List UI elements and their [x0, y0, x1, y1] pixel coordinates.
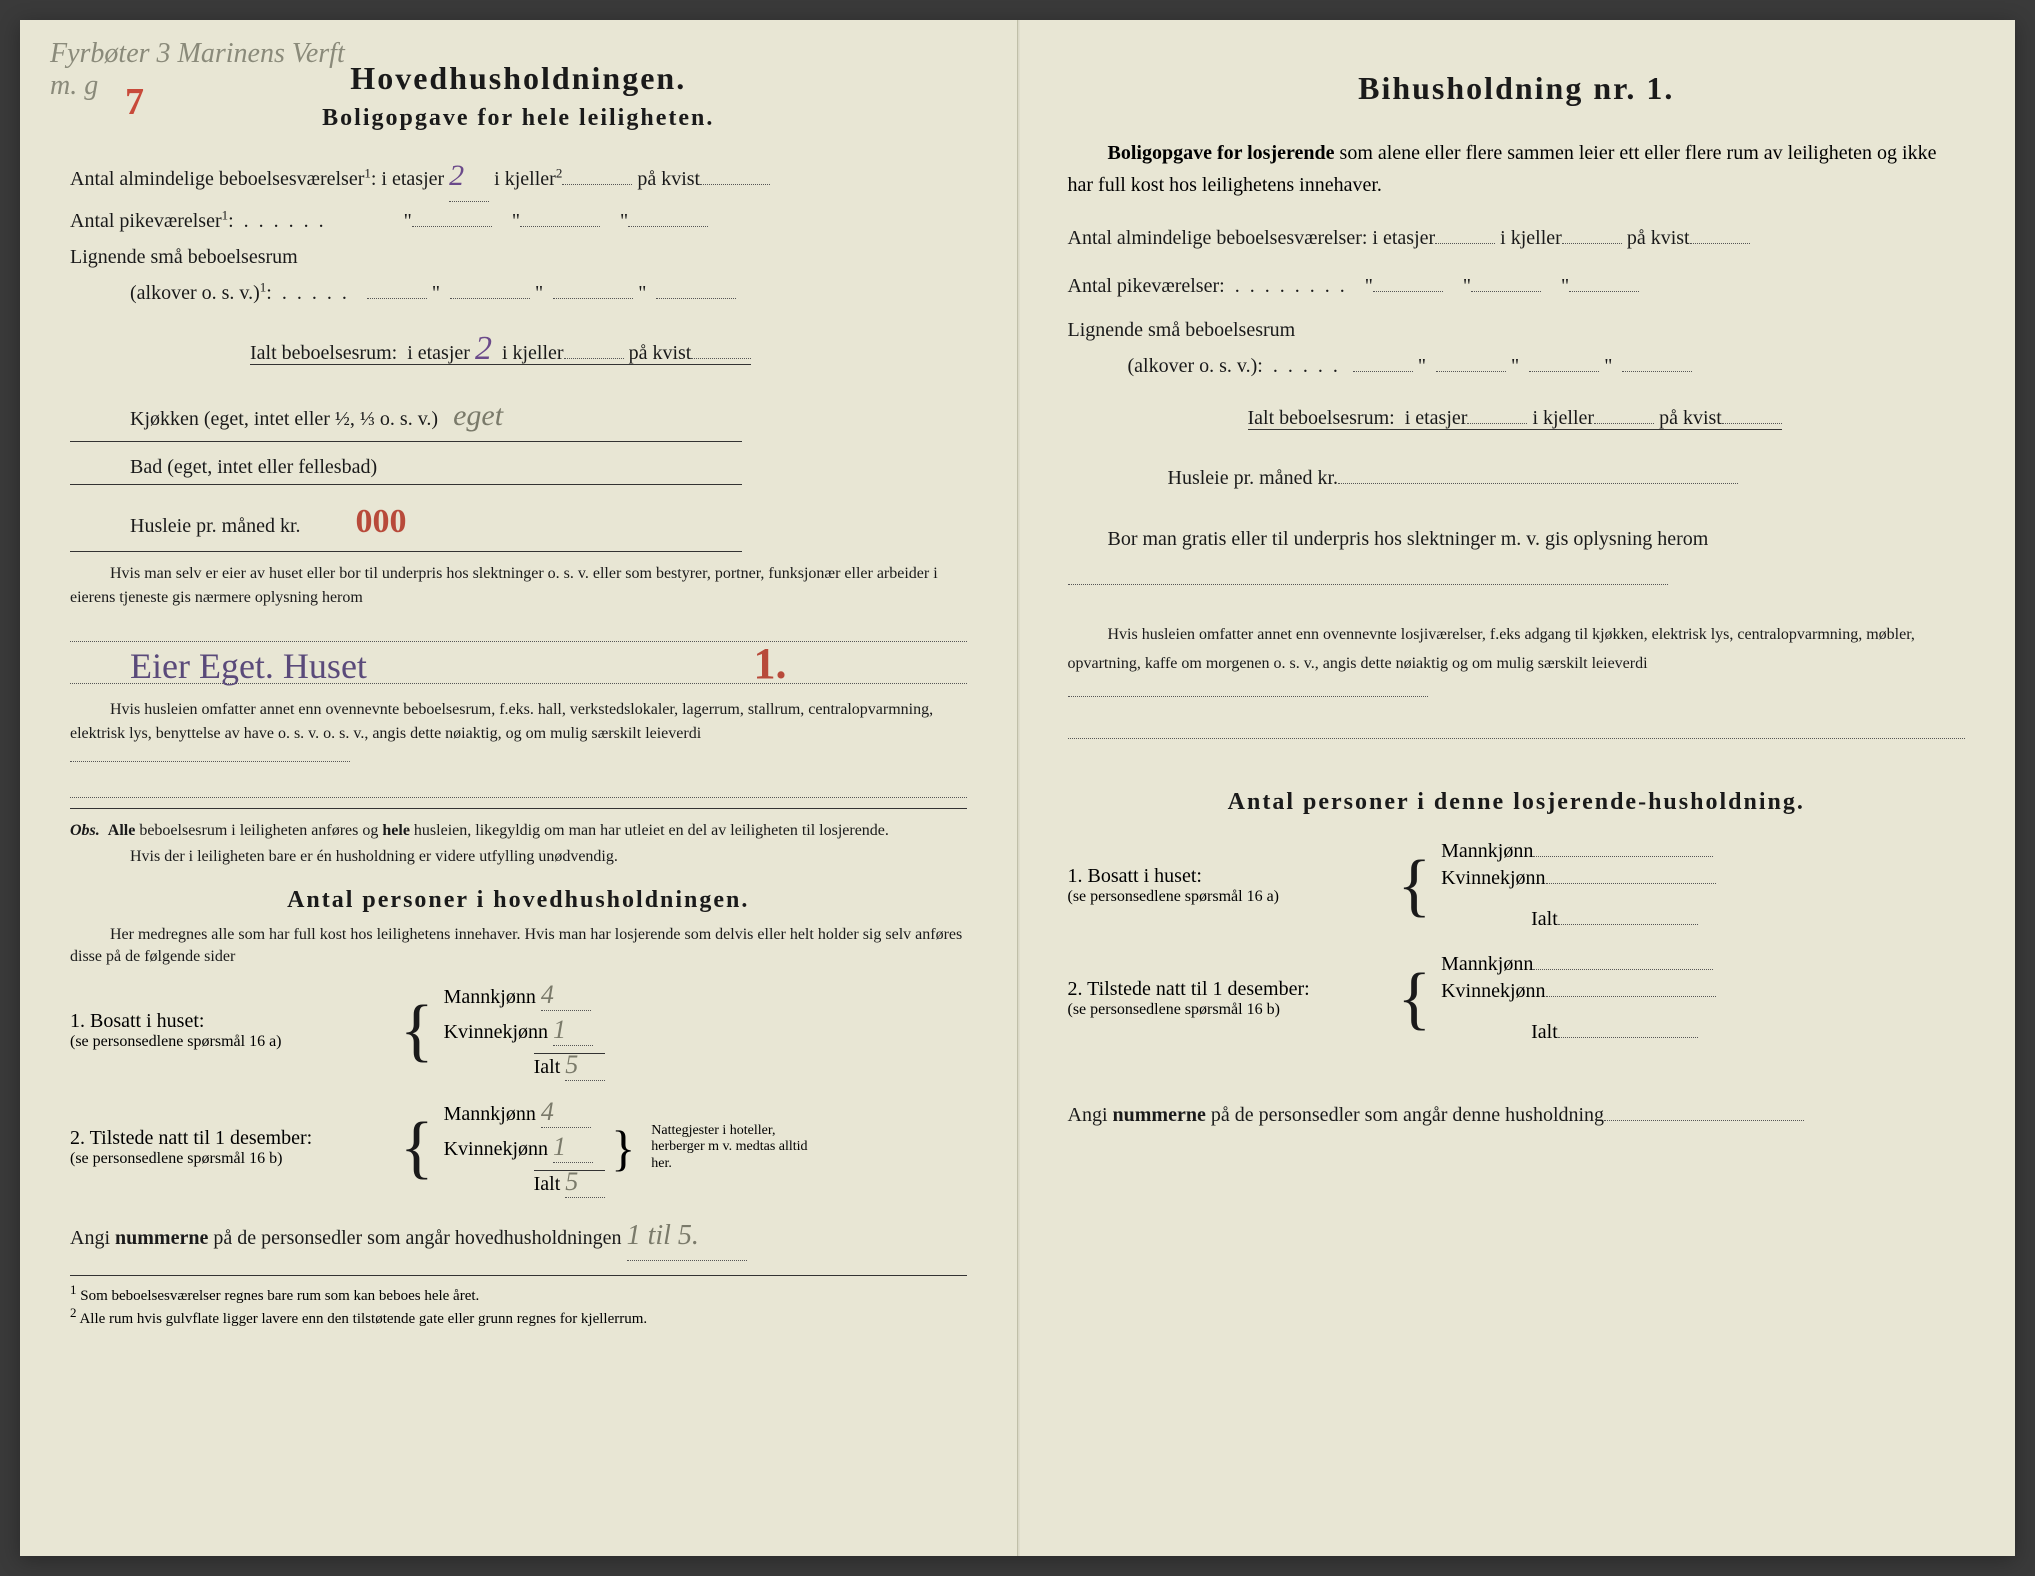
- eier-blank-line: [70, 616, 967, 642]
- brace-icon: {: [1398, 971, 1432, 1027]
- row-lignende: Lignende små beboelsesrum: [70, 240, 967, 274]
- right-lead: Boligopgave for losjerende som alene ell…: [1068, 137, 1966, 201]
- eier-red-mark: 1.: [754, 638, 787, 689]
- section2-intro: Her medregnes alle som har full kost hos…: [70, 924, 967, 969]
- row-husleie: Husleie pr. måned kr. 000: [70, 493, 742, 552]
- q1-ialt-val: 5: [565, 1050, 578, 1079]
- r-q1-sub: (se personsedlene spørsmål 16 a): [1068, 888, 1388, 906]
- kjokken-value: eget: [453, 399, 503, 432]
- q2-group: 2. Tilstede natt til 1 desember: (se per…: [70, 1093, 967, 1202]
- natt-note: Nattegjester i hoteller, herberger m v. …: [651, 1123, 811, 1173]
- etasjer-value: 2: [449, 159, 464, 192]
- row-ialt: Ialt beboelsesrum: i etasjer 2 i kjeller…: [70, 320, 967, 378]
- right-title: Bihusholdning nr. 1.: [1068, 70, 1966, 107]
- q2-label: 2. Tilstede natt til 1 desember:: [70, 1127, 390, 1150]
- q1-kvinne-val: 1: [553, 1015, 566, 1044]
- r-ialt: Ialt beboelsesrum: i etasjer i kjeller p…: [1068, 401, 1966, 435]
- row-rooms: Antal almindelige beboelsesværelser1: i …: [70, 150, 967, 202]
- section2-title: Antal personer i hovedhusholdningen.: [70, 887, 967, 914]
- eier-filled-line: Eier Eget. Huset 1.: [70, 642, 967, 684]
- r-gratis: Bor man gratis eller til underpris hos s…: [1068, 519, 1966, 599]
- q2-ialt-val: 5: [565, 1167, 578, 1196]
- leieverdi-blank: [70, 774, 967, 798]
- para-eier: Hvis man selv er eier av huset eller bor…: [70, 562, 967, 610]
- red-page-number: 7: [125, 80, 144, 124]
- brace-icon: {: [400, 1120, 434, 1176]
- angi-value: 1 til 5.: [627, 1220, 699, 1251]
- r-q1-label: 1. Bosatt i huset:: [1068, 865, 1388, 888]
- top-handwriting: Fyrbøter 3 Marinens Verft m. g: [50, 38, 345, 102]
- q1-group: 1. Bosatt i huset: (se personsedlene spø…: [70, 976, 967, 1085]
- r-blank1: [1068, 713, 1966, 739]
- r-angi: Angi nummerne på de personsedler som ang…: [1068, 1098, 1966, 1132]
- obs-line2: Hvis der i leiligheten bare er én hushol…: [70, 845, 967, 869]
- r-q2-group: 2. Tilstede natt til 1 desember: (se per…: [1068, 949, 1966, 1048]
- q2-sub: (se personsedlene spørsmål 16 b): [70, 1150, 390, 1168]
- q2-mann-val: 4: [541, 1097, 554, 1126]
- q1-sub: (se personsedlene spørsmål 16 a): [70, 1033, 390, 1051]
- row-bad: Bad (eget, intet eller fellesbad): [70, 450, 742, 485]
- r-q1-group: 1. Bosatt i huset: (se personsedlene spø…: [1068, 836, 1966, 935]
- census-form: Fyrbøter 3 Marinens Verft m. g 7 Hovedhu…: [20, 20, 2015, 1556]
- r-q2-label: 2. Tilstede natt til 1 desember:: [1068, 978, 1388, 1001]
- left-page: Fyrbøter 3 Marinens Verft m. g 7 Hovedhu…: [20, 20, 1018, 1556]
- brace-icon: {: [400, 1003, 434, 1059]
- q2-kvinne-val: 1: [553, 1132, 566, 1161]
- r-row2: Antal pikeværelser: . . . . . . . . " " …: [1068, 269, 1966, 303]
- q1-label: 1. Bosatt i huset:: [70, 1010, 390, 1033]
- obs-block: Obs. Alle beboelsesrum i leiligheten anf…: [70, 819, 967, 843]
- para-husleie: Hvis husleien omfatter annet enn ovennev…: [70, 698, 967, 770]
- brace-icon: {: [1398, 858, 1432, 914]
- r-row3b: (alkover o. s. v.): . . . . . " " ": [1068, 349, 1966, 383]
- q1-mann-val: 4: [541, 980, 554, 1009]
- r-row3: Lignende små beboelsesrum: [1068, 313, 1966, 347]
- separator: [70, 808, 967, 809]
- r-q2-sub: (se personsedlene spørsmål 16 b): [1068, 1001, 1388, 1019]
- r-section2-title: Antal personer i denne losjerende-hushol…: [1068, 789, 1966, 816]
- husleie-value: 000: [356, 503, 407, 540]
- footnotes: 1 Som beboelsesværelser regnes bare rum …: [70, 1275, 967, 1328]
- ialt-etasjer-value: 2: [475, 330, 492, 367]
- row-kjokken: Kjøkken (eget, intet eller ½, ⅓ o. s. v.…: [70, 390, 742, 442]
- r-row1: Antal almindelige beboelsesværelser: i e…: [1068, 221, 1966, 255]
- row-alkover: (alkover o. s. v.)1: . . . . . " " ": [70, 276, 967, 310]
- eier-handwriting: Eier Eget. Huset: [130, 645, 367, 687]
- row-pike: Antal pikeværelser1: . . . . . . " " ": [70, 204, 967, 238]
- right-page: Bihusholdning nr. 1. Boligopgave for los…: [1018, 20, 2016, 1556]
- r-husleie: Husleie pr. måned kr.: [1068, 461, 1966, 495]
- subtitle: Boligopgave for hele leiligheten.: [70, 105, 967, 132]
- angi-row: Angi nummerne på de personsedler som ang…: [70, 1212, 967, 1261]
- r-husleie-para: Hvis husleien omfatter annet enn ovennev…: [1068, 621, 1966, 707]
